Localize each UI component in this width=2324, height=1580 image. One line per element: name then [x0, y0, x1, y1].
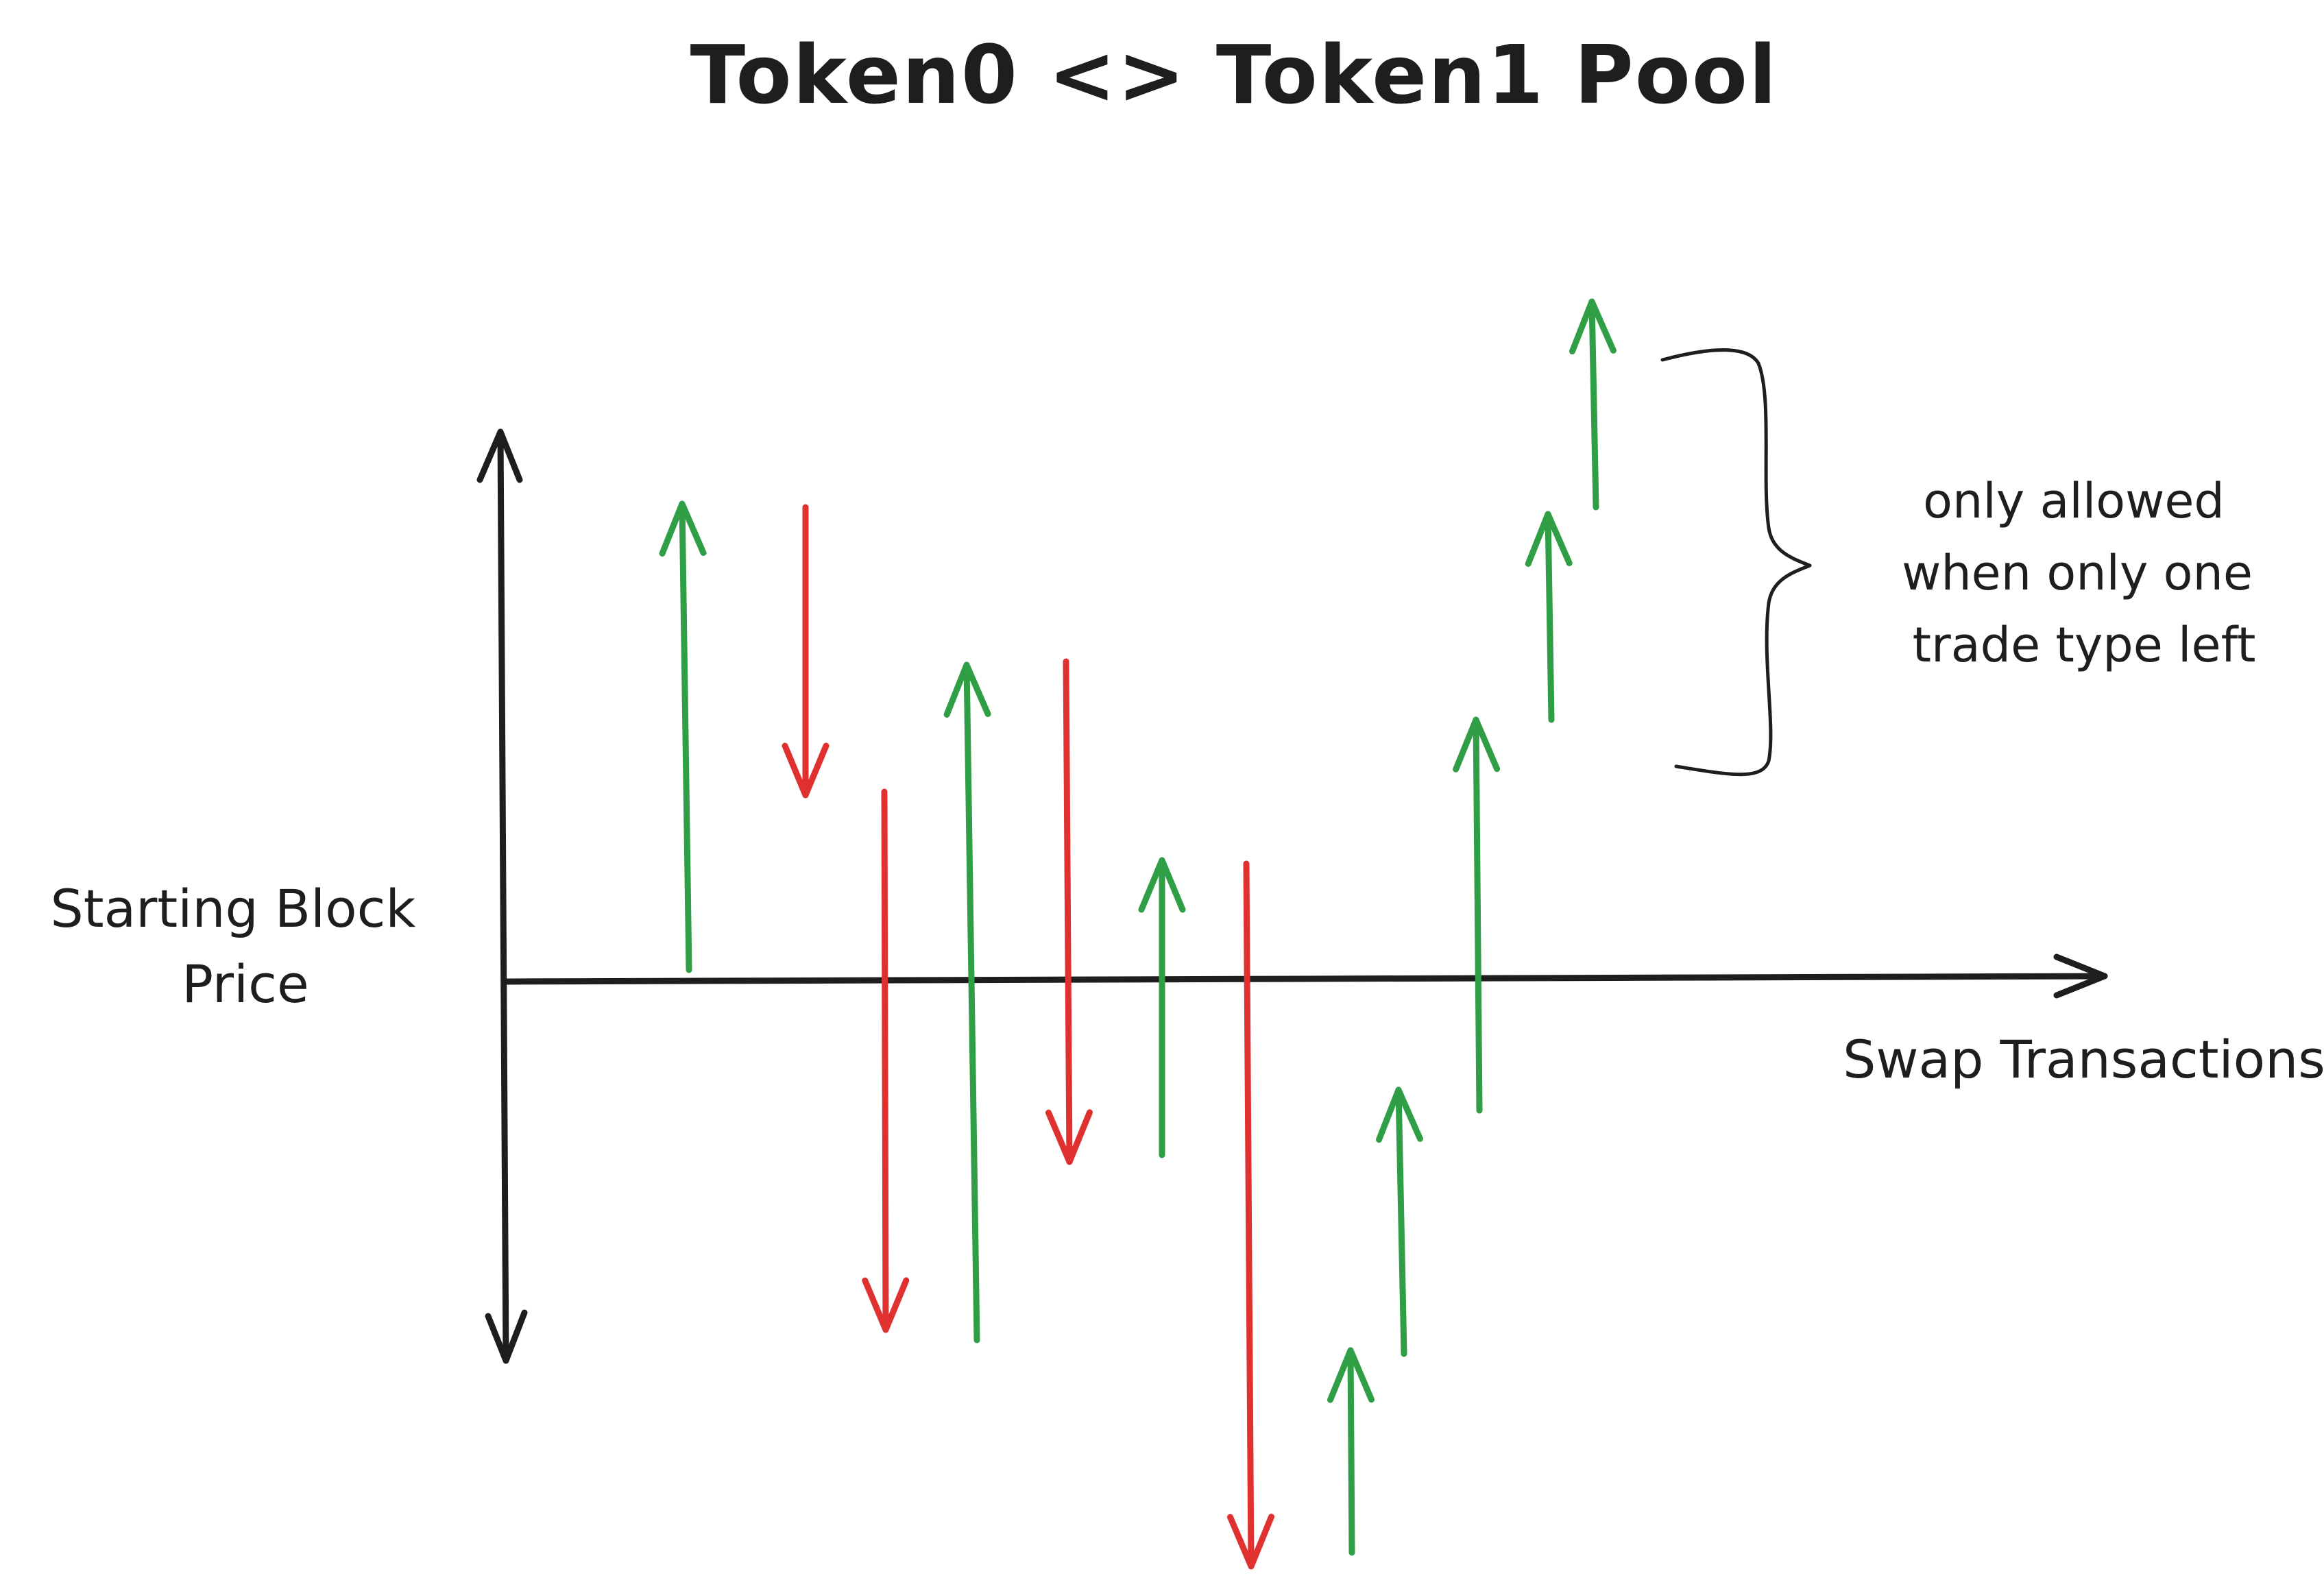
buy-swap-arrow	[1327, 1347, 1375, 1556]
price-axis-label-line2: Price	[182, 953, 308, 1014]
swap-transactions-label: Swap Transactions	[1843, 1029, 2324, 1090]
buy-swap-arrow	[1569, 298, 1617, 511]
buy-swap-arrow	[1453, 716, 1501, 1114]
sell-swap-arrow	[1045, 658, 1093, 1165]
buy-swap-arrow	[1525, 511, 1573, 723]
swap-arrows	[659, 298, 1617, 1570]
curly-brace	[1660, 348, 1812, 777]
note-line2: when only one	[1902, 545, 2253, 601]
note-line1: only allowed	[1923, 473, 2225, 529]
sell-swap-arrow	[782, 504, 830, 799]
diagram-title: Token0 <> Token1 Pool	[690, 27, 1778, 122]
buy-swap-arrow	[943, 661, 991, 1344]
sell-swap-arrow	[1227, 860, 1275, 1570]
price-axis	[476, 428, 528, 1364]
buy-swap-arrow	[1138, 857, 1186, 1158]
price-axis-label-line1: Starting Block	[51, 878, 416, 939]
buy-swap-arrow	[1376, 1086, 1423, 1357]
sell-swap-arrow	[862, 788, 910, 1333]
note-line3: trade type left	[1913, 617, 2256, 673]
buy-swap-arrow	[659, 500, 707, 973]
swap-transactions-axis	[504, 953, 2108, 999]
